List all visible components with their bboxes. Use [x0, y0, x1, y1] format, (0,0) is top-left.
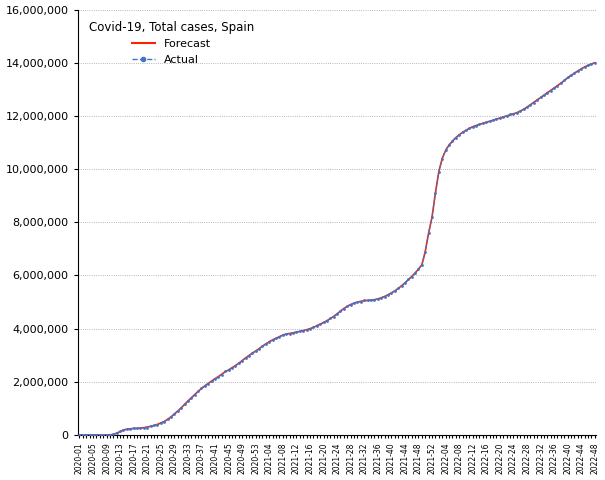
Legend: Forecast, Actual: Forecast, Actual [83, 15, 260, 71]
